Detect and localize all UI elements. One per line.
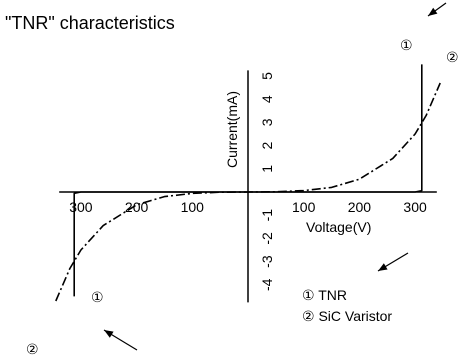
y-tick-label: 2 [259, 141, 275, 149]
y-tick-label: 5 [259, 72, 275, 80]
arrow-lower-left-head [104, 330, 114, 338]
arrow-middle-right-head [378, 263, 388, 271]
sic-marker-lower: ② [26, 341, 39, 357]
tick-labels: 300 200 100 100 200 300 5 4 3 2 1 -1 -2 -3 -4 [69, 72, 427, 291]
y-tick-label: 3 [259, 118, 275, 126]
y-axis-label: Current(mA) [224, 91, 240, 168]
x-tick-label: 100 [181, 199, 205, 215]
chart-title: "TNR" characteristics [5, 13, 175, 33]
x-tick-label: 200 [348, 199, 372, 215]
tnr-marker-upper: ① [400, 37, 413, 53]
y-tick-label: -4 [259, 278, 275, 291]
legend-entry-tnr: ① TNR [302, 287, 347, 303]
y-tick-label: 1 [259, 165, 275, 173]
tnr-marker-lower: ① [91, 289, 104, 305]
x-tick-label: 300 [69, 199, 93, 215]
x-tick-label: 200 [125, 199, 149, 215]
sic-marker-upper: ② [446, 49, 459, 65]
series-layer [55, 64, 441, 302]
y-tick-label: -3 [259, 255, 275, 268]
arrow-upper-right-head [428, 7, 438, 17]
x-tick-label: 300 [403, 199, 427, 215]
legend-entry-sic-varistor: ② SiC Varistor [302, 308, 392, 324]
y-tick-label: -1 [259, 209, 275, 222]
series-line-sic-varistor [55, 82, 441, 302]
y-tick-label: 4 [259, 95, 275, 103]
x-tick-label: 100 [292, 199, 316, 215]
y-tick-label: -2 [259, 232, 275, 245]
axes [59, 70, 437, 303]
x-axis-label: Voltage(V) [306, 219, 371, 235]
annotations: ① ② ① ② [26, 2, 459, 357]
